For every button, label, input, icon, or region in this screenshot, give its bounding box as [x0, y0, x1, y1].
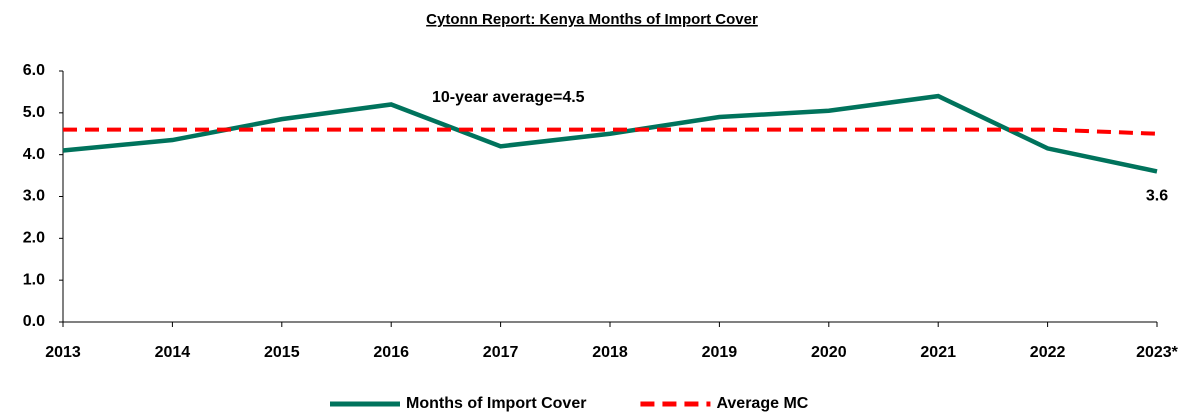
- y-tick-label: 0.0: [23, 313, 45, 330]
- annotation: 10-year average=4.5: [432, 89, 585, 106]
- y-tick-label: 4.0: [23, 146, 45, 163]
- x-tick-label: 2018: [592, 344, 628, 361]
- x-tick-label: 2020: [811, 344, 847, 361]
- x-tick-label: 2021: [920, 344, 956, 361]
- chart-title: Cytonn Report: Kenya Months of Import Co…: [426, 11, 758, 28]
- x-tick-label: 2014: [155, 344, 191, 361]
- x-tick-label: 2019: [702, 344, 738, 361]
- y-tick-label: 5.0: [23, 104, 45, 121]
- x-tick-label: 2013: [45, 344, 81, 361]
- legend-label: Average MC: [716, 395, 808, 412]
- y-tick-label: 3.0: [23, 188, 45, 205]
- x-tick-label: 2022: [1030, 344, 1066, 361]
- data-label: 3.6: [1146, 188, 1168, 205]
- line-series: [63, 127, 1158, 136]
- y-tick-label: 6.0: [23, 62, 45, 79]
- line-series: [62, 93, 1158, 174]
- x-tick-label: 2017: [483, 344, 519, 361]
- y-tick-label: 1.0: [23, 271, 45, 288]
- x-tick-label: 2016: [373, 344, 409, 361]
- legend-label: Months of Import Cover: [406, 395, 586, 412]
- y-tick-label: 2.0: [23, 230, 45, 247]
- x-tick-label: 2015: [264, 344, 300, 361]
- x-tick-label: 2023*: [1136, 344, 1179, 361]
